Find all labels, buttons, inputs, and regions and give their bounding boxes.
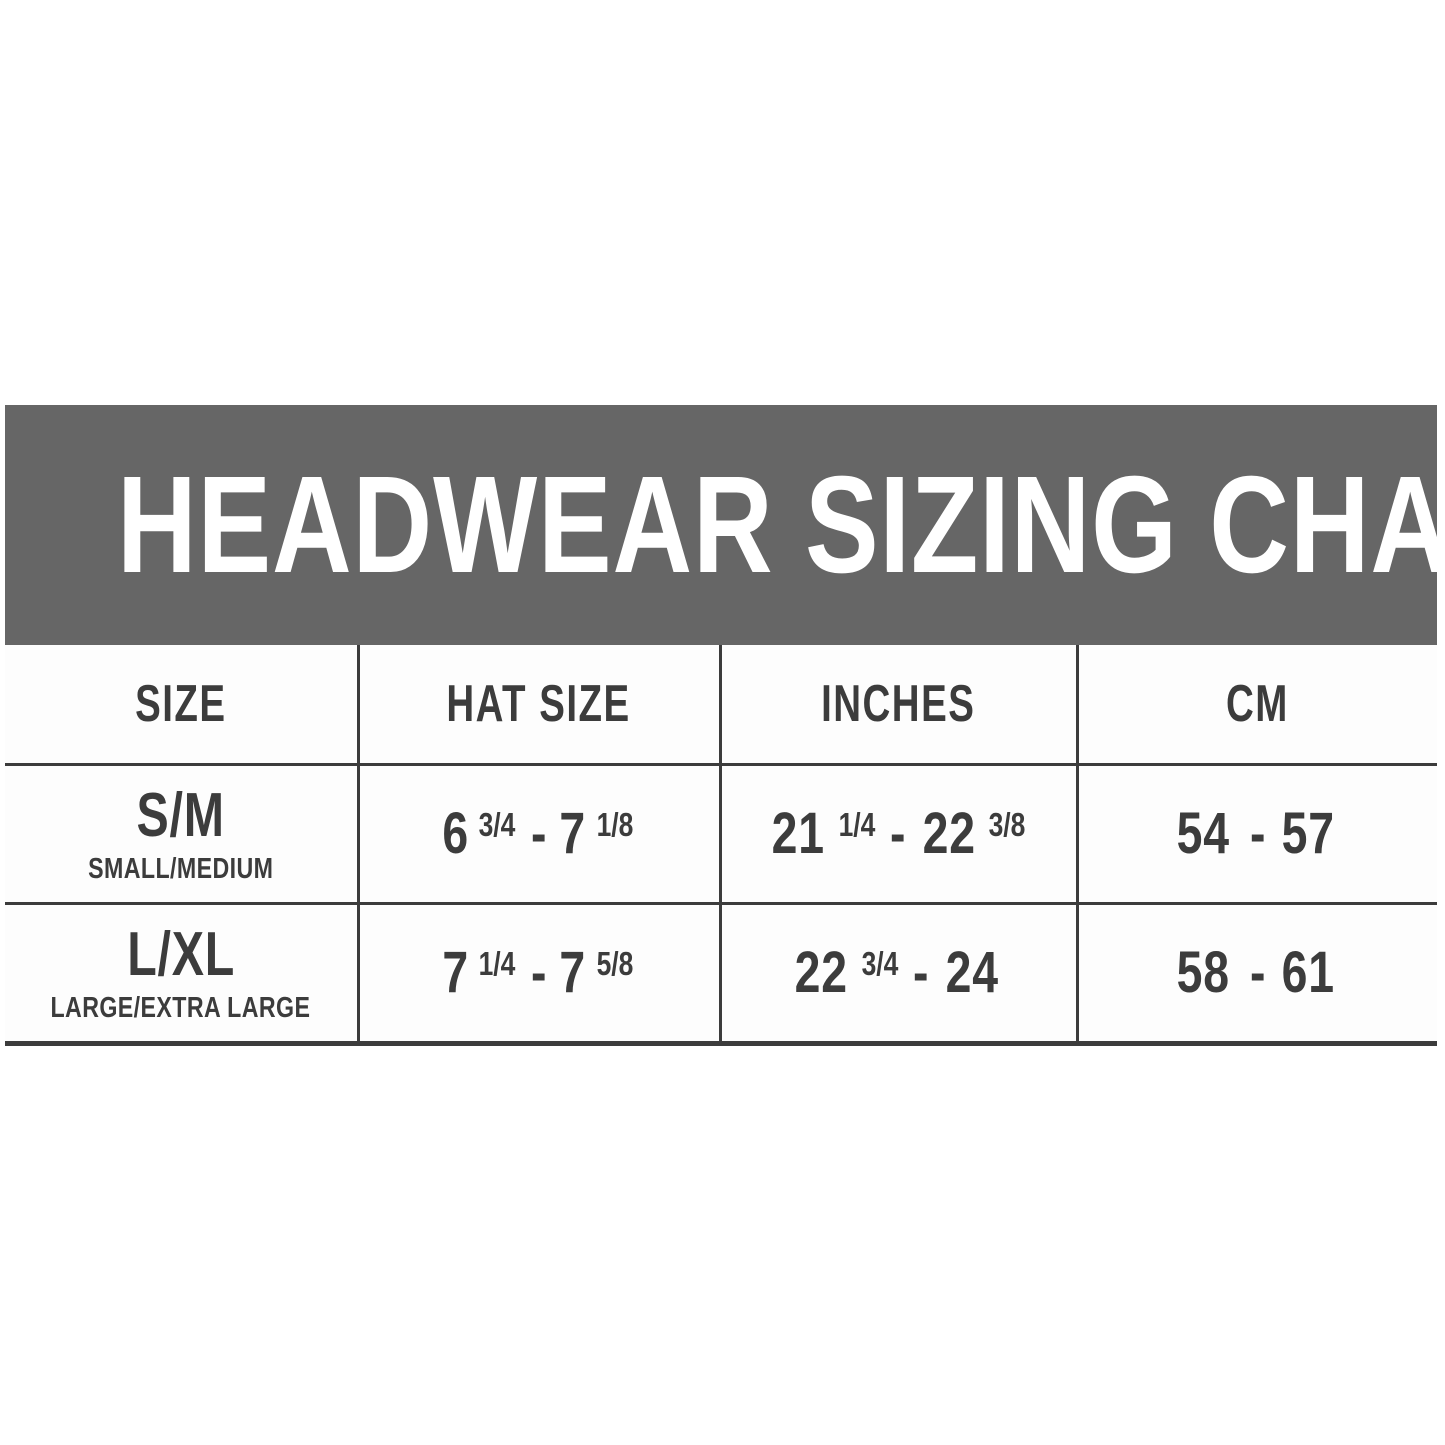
column-header-size: SIZE: [5, 645, 358, 766]
inches-range-lxl: 22 3/4-24: [794, 940, 999, 1005]
column-header-inches: INCHES: [718, 645, 1077, 766]
hat-size-range-lxl: 7 1/4-7 5/8: [442, 940, 634, 1005]
table-row: L/XL LARGE/EXTRA LARGE 7 1/4-7 5/8 22 3/4-2…: [5, 903, 1437, 1046]
cell-cm-lxl: 58-61: [1075, 903, 1437, 1046]
cell-cm-sm: 54-57: [1075, 764, 1437, 905]
column-header-inches-label: INCHES: [821, 675, 976, 733]
column-header-size-label: SIZE: [135, 675, 227, 733]
cell-size-sm: S/M SMALL/MEDIUM: [5, 764, 358, 905]
hat-size-range-sm: 6 3/4-7 1/8: [442, 801, 634, 866]
cell-hat-size-sm: 6 3/4-7 1/8: [356, 764, 720, 905]
column-header-hat-size: HAT SIZE: [356, 645, 720, 766]
size-words-sm: SMALL/MEDIUM: [88, 852, 274, 885]
cell-hat-size-lxl: 7 1/4-7 5/8: [356, 903, 720, 1046]
column-header-cm-label: CM: [1226, 675, 1290, 733]
headwear-sizing-table: SIZE HAT SIZE INCHES CM S/M SMALL/MEDIUM…: [5, 645, 1437, 1046]
column-header-hat-size-label: HAT SIZE: [446, 675, 632, 733]
cell-inches-lxl: 22 3/4-24: [718, 903, 1077, 1046]
column-header-cm: CM: [1075, 645, 1437, 766]
cm-range-lxl: 58-61: [1176, 940, 1335, 1005]
cm-range-sm: 54-57: [1176, 801, 1335, 866]
cell-inches-sm: 21 1/4-22 3/8: [718, 764, 1077, 905]
cell-size-lxl: L/XL LARGE/EXTRA LARGE: [5, 903, 358, 1046]
table-header-row: SIZE HAT SIZE INCHES CM: [5, 645, 1437, 766]
size-words-lxl: LARGE/EXTRA LARGE: [50, 991, 311, 1024]
page-title: HEADWEAR SIZING CHART: [117, 448, 1445, 602]
inches-range-sm: 21 1/4-22 3/8: [771, 801, 1026, 866]
size-code-lxl: L/XL: [126, 919, 235, 989]
size-code-sm: S/M: [136, 780, 225, 850]
table-row: S/M SMALL/MEDIUM 6 3/4-7 1/8 21 1/4-22 3/8 5…: [5, 764, 1437, 905]
chart-title-band: HEADWEAR SIZING CHART: [5, 405, 1445, 645]
